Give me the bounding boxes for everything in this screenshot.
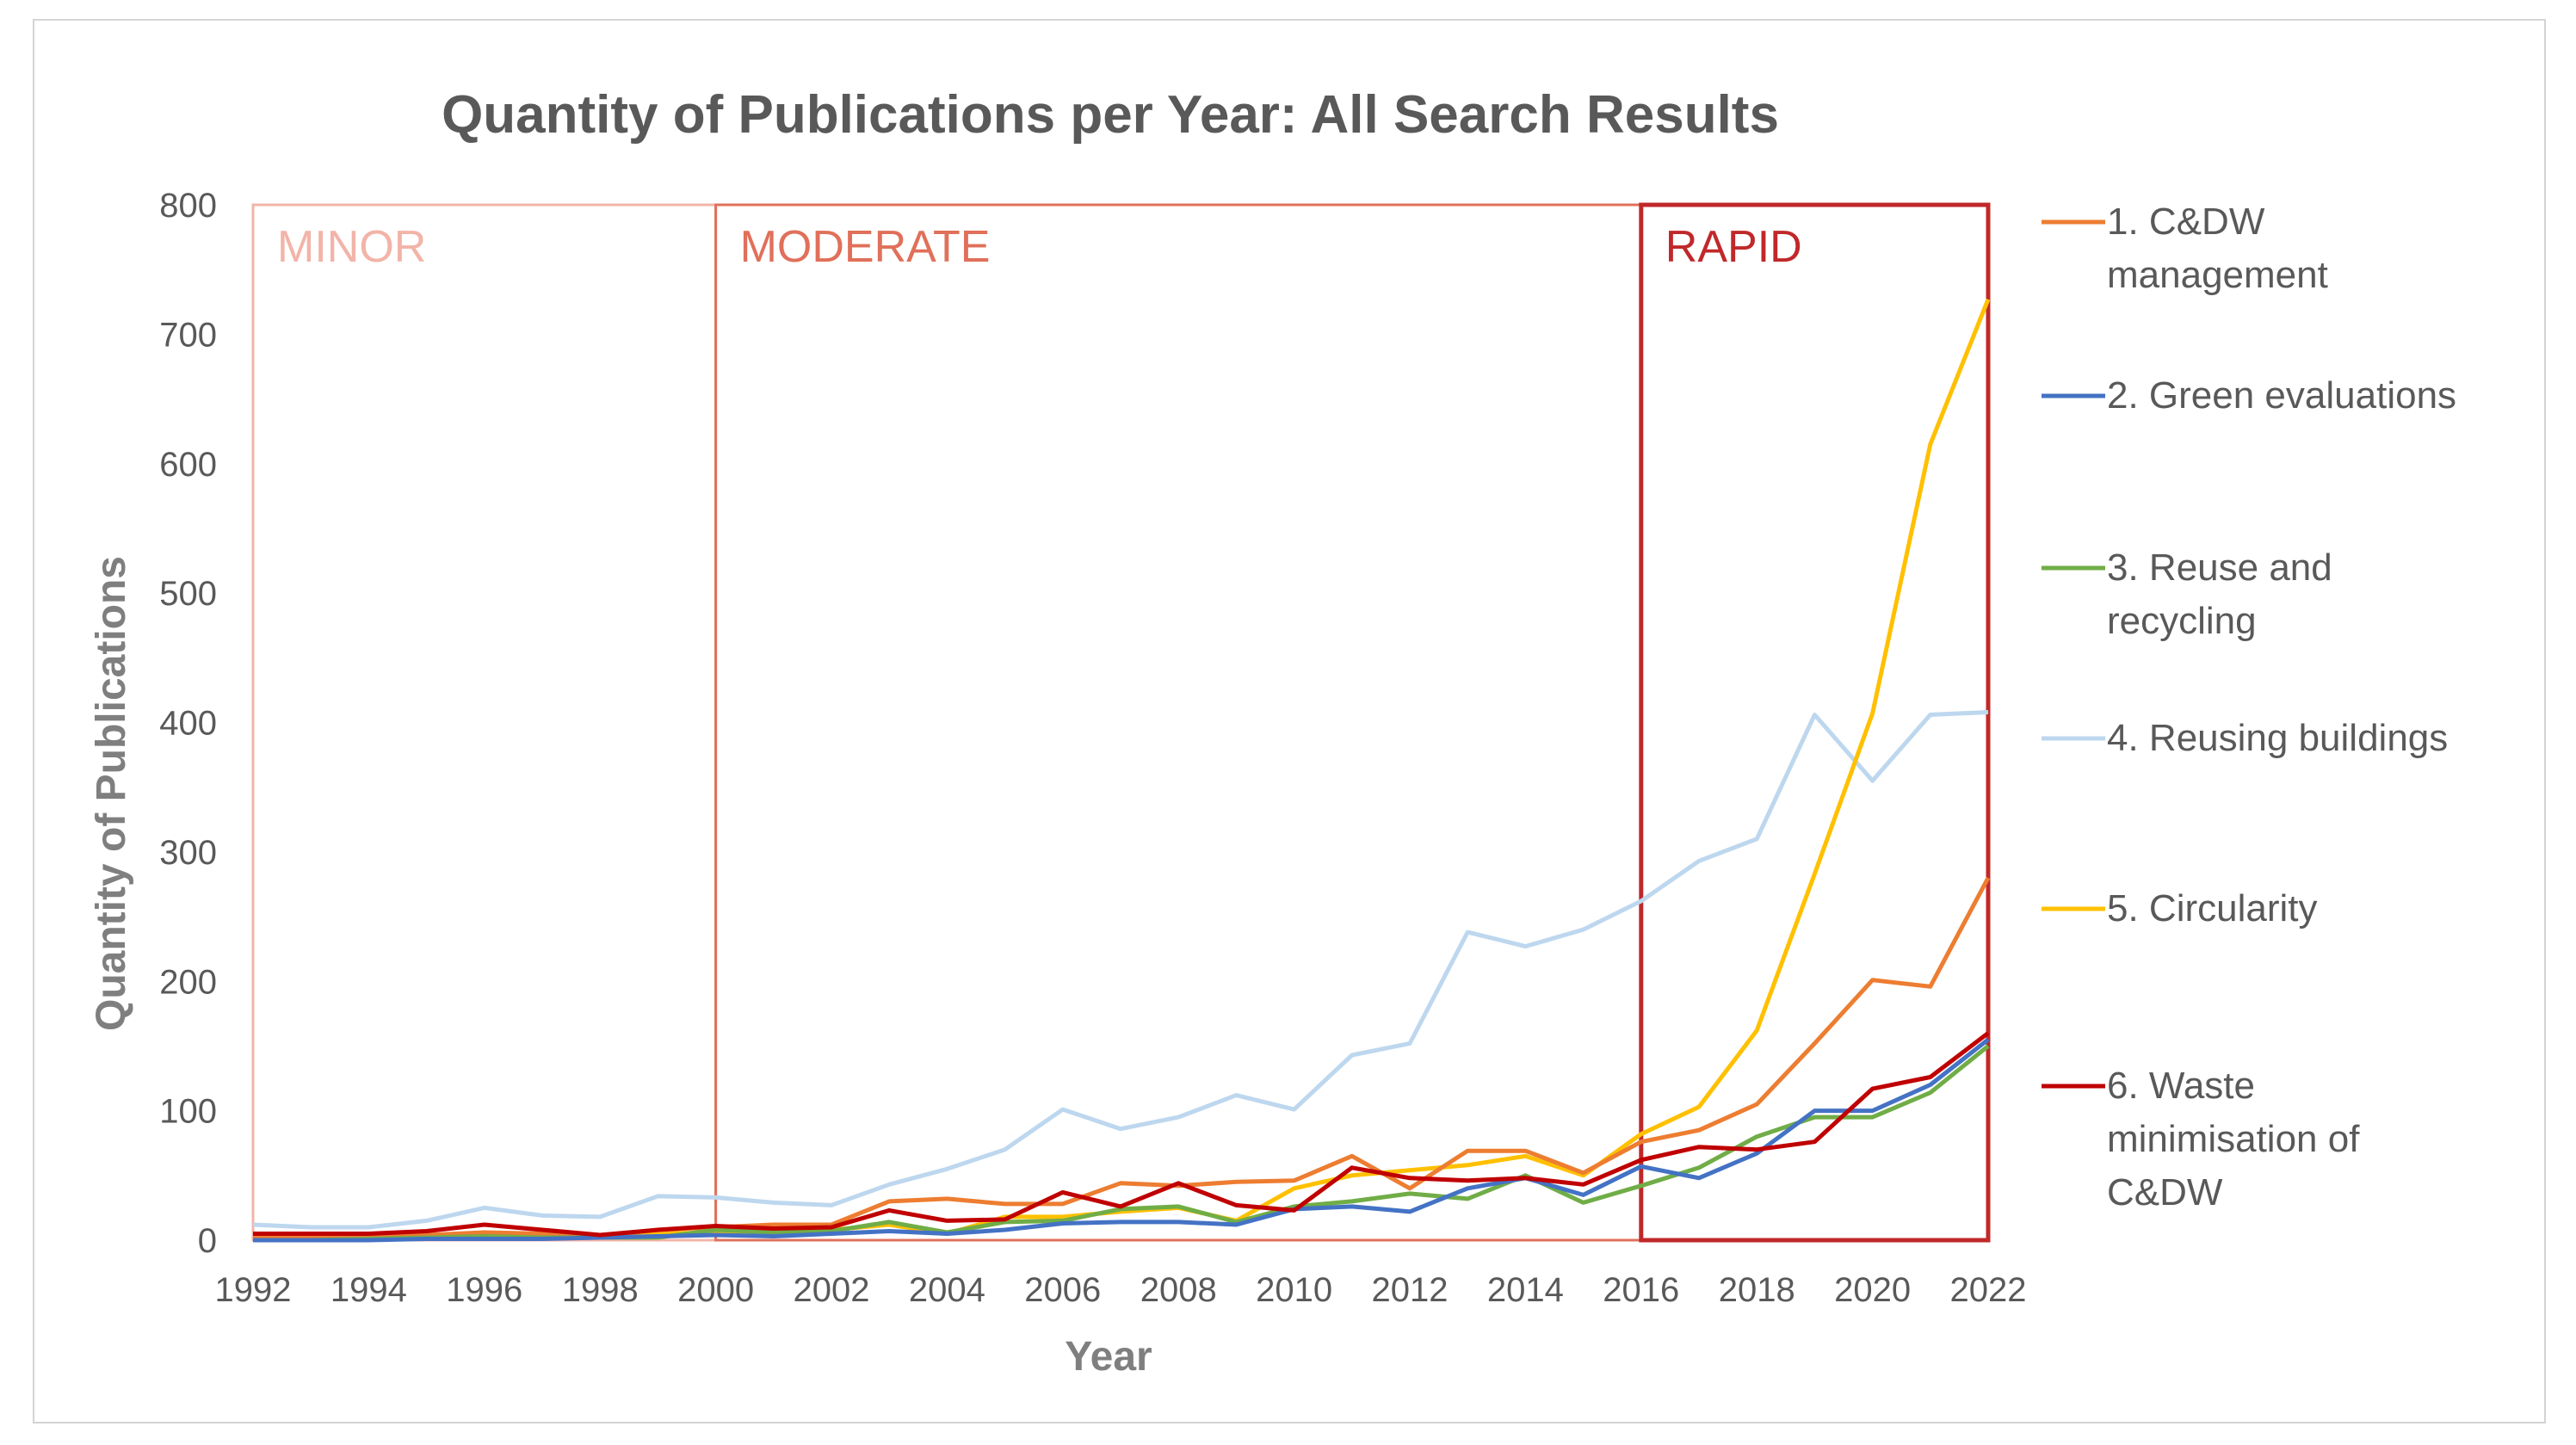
legend-label-6-waste-minimisation-of-c-dw: C&DW [2107, 1171, 2223, 1213]
x-tick-label: 2000 [677, 1271, 754, 1309]
x-tick-label: 2004 [909, 1271, 985, 1309]
legend-label-1-c-dw-management: 1. C&DW [2107, 201, 2265, 243]
series-line-5-circularity [253, 298, 1991, 1241]
legend-label-6-waste-minimisation-of-c-dw: 6. Waste [2107, 1065, 2255, 1107]
x-tick-label: 2008 [1140, 1271, 1217, 1309]
y-axis-title: Quantity of Publications [89, 556, 134, 1031]
series-line-2-green-evaluations [253, 1037, 1990, 1243]
x-tick-label: 2016 [1603, 1271, 1679, 1309]
legend-label-2-green-evaluations: 2. Green evaluations [2107, 374, 2456, 417]
x-axis-ticks: 1992 1994 1996 1998 2000 2002 2004 2006 2008 2010… [215, 1271, 2027, 1309]
y-tick-label: 300 [159, 834, 217, 872]
x-tick-label: 2014 [1487, 1271, 1564, 1309]
x-tick-label: 1994 [330, 1271, 407, 1309]
y-tick-label: 700 [159, 316, 217, 354]
x-tick-label: 2012 [1372, 1271, 1449, 1309]
y-tick-label: 100 [159, 1093, 217, 1131]
phase-label-moderate: MODERATE [740, 222, 991, 272]
legend-label-6-waste-minimisation-of-c-dw: minimisation of [2107, 1118, 2360, 1160]
phase-label-minor: MINOR [277, 222, 426, 272]
y-tick-label: 500 [159, 575, 217, 613]
y-tick-label: 800 [159, 187, 217, 225]
y-tick-label: 600 [159, 446, 217, 484]
x-tick-label: 2010 [1256, 1271, 1332, 1309]
phase-box-minor [251, 203, 718, 1242]
x-tick-label: 1996 [446, 1271, 522, 1309]
series-line-4-reusing-buildings [252, 710, 1989, 1230]
chart-title: Quantity of Publications per Year: All S… [442, 85, 1779, 145]
phase-label-rapid: RAPID [1665, 222, 1802, 272]
y-axis-ticks: 0 100 200 300 400 500 600 700 800 [159, 187, 217, 1260]
y-tick-label: 0 [198, 1222, 217, 1260]
x-tick-label: 2022 [1950, 1271, 2027, 1309]
x-tick-label: 1992 [215, 1271, 292, 1309]
series-line-1-c-dw-management [253, 876, 1991, 1240]
legend: 1. C&DW management 2. Green evaluations 3. … [2042, 201, 2456, 1213]
x-tick-label: 2020 [1834, 1271, 1911, 1309]
x-tick-label: 1998 [562, 1271, 639, 1309]
phase-box-moderate [714, 203, 1643, 1242]
phase-regions: MINOR MODERATE RAPID [251, 202, 1991, 1243]
x-tick-label: 2002 [794, 1271, 870, 1309]
legend-label-3-reuse-and-recycling: recycling [2107, 600, 2257, 642]
phase-box-rapid [1639, 202, 1991, 1243]
legend-label-3-reuse-and-recycling: 3. Reuse and [2107, 547, 2332, 589]
x-tick-label: 2006 [1024, 1271, 1101, 1309]
x-tick-label: 2018 [1719, 1271, 1795, 1309]
y-tick-label: 200 [159, 963, 217, 1001]
y-tick-label: 400 [159, 705, 217, 743]
plot-lines [252, 298, 1991, 1243]
legend-label-5-circularity: 5. Circularity [2107, 887, 2318, 929]
series-line-6-waste-minimisation-of-c-dw [253, 1031, 1990, 1238]
x-axis-title: Year [1065, 1334, 1152, 1380]
legend-label-1-c-dw-management: management [2107, 254, 2328, 296]
legend-label-4-reusing-buildings: 4. Reusing buildings [2107, 717, 2448, 759]
